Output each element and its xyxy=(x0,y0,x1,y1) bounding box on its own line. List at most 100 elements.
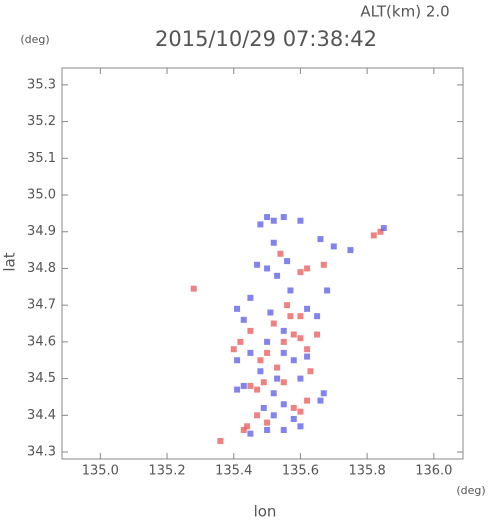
echo-point xyxy=(304,346,311,353)
echo-point xyxy=(230,346,237,353)
echo-point xyxy=(280,338,287,345)
echo-point xyxy=(247,430,254,437)
echo-point xyxy=(297,375,304,382)
echo-point xyxy=(270,320,277,327)
echo-point xyxy=(290,415,297,422)
y-tick-label: 34.6 xyxy=(27,334,56,349)
echo-point xyxy=(234,305,241,312)
echo-point xyxy=(264,349,271,356)
echo-point xyxy=(284,302,291,309)
echo-point xyxy=(264,338,271,345)
y-tick-label: 35.3 xyxy=(27,77,56,92)
echo-point xyxy=(240,316,247,323)
y-tick-label: 35.0 xyxy=(27,188,56,203)
echo-point xyxy=(280,426,287,433)
echo-point xyxy=(290,331,297,338)
echo-point xyxy=(254,386,261,393)
y-tick-label: 34.8 xyxy=(27,261,56,276)
echo-point xyxy=(247,327,254,334)
y-tick-label: 34.3 xyxy=(27,445,56,460)
y-unit: (deg) xyxy=(20,33,49,46)
echo-point xyxy=(247,294,254,301)
y-tick-label: 34.7 xyxy=(27,298,56,313)
echo-point xyxy=(264,214,271,221)
echo-point xyxy=(280,214,287,221)
echo-point xyxy=(320,261,327,268)
echo-point xyxy=(257,221,264,228)
echo-point xyxy=(297,313,304,320)
echo-point xyxy=(287,313,294,320)
echo-point xyxy=(237,338,244,345)
echo-point xyxy=(304,265,311,272)
echo-point xyxy=(314,313,321,320)
x-unit: (deg) xyxy=(456,484,485,497)
echo-point xyxy=(317,397,324,404)
x-tick-label: 135.0 xyxy=(82,464,119,479)
echo-point xyxy=(270,217,277,224)
echo-point xyxy=(297,217,304,224)
echo-point xyxy=(330,243,337,250)
echo-point xyxy=(247,349,254,356)
echo-point xyxy=(280,349,287,356)
echo-point xyxy=(257,357,264,364)
echo-point xyxy=(270,390,277,397)
echo-point xyxy=(280,401,287,408)
echo-point xyxy=(217,438,224,445)
echo-point xyxy=(274,375,281,382)
echo-point xyxy=(270,239,277,246)
echo-point xyxy=(290,404,297,411)
echo-point xyxy=(370,232,377,239)
echo-point xyxy=(274,364,281,371)
echo-point xyxy=(377,228,384,235)
x-tick-label: 135.8 xyxy=(349,464,386,479)
echo-point xyxy=(287,287,294,294)
echo-point xyxy=(304,305,311,312)
echo-point xyxy=(264,419,271,426)
y-tick-label: 35.1 xyxy=(27,151,56,166)
echo-point xyxy=(264,426,271,433)
echo-point xyxy=(234,386,241,393)
y-tick-label: 34.5 xyxy=(27,371,56,386)
echo-point xyxy=(280,327,287,334)
echo-point xyxy=(380,225,387,232)
echo-point xyxy=(297,423,304,430)
echo-point xyxy=(290,357,297,364)
x-axis-label: lon xyxy=(254,503,277,521)
echo-point xyxy=(254,261,261,268)
echo-point xyxy=(324,287,331,294)
echo-point xyxy=(304,397,311,404)
x-tick-label: 136.0 xyxy=(415,464,452,479)
echo-point xyxy=(257,368,264,375)
echo-point xyxy=(280,379,287,386)
echo-point xyxy=(190,285,197,292)
echo-point xyxy=(267,309,274,316)
echo-point xyxy=(270,412,277,419)
x-tick-label: 135.6 xyxy=(282,464,319,479)
echo-point xyxy=(297,269,304,276)
chart-title: 2015/10/29 07:38:42 xyxy=(155,27,377,51)
echo-point xyxy=(317,236,324,243)
echo-point xyxy=(297,335,304,342)
echo-point xyxy=(304,353,311,360)
y-tick-label: 35.2 xyxy=(27,114,56,129)
echo-point xyxy=(247,382,254,389)
echo-point xyxy=(274,272,281,279)
echo-point xyxy=(240,426,247,433)
echo-point xyxy=(277,250,284,257)
echo-point xyxy=(254,412,261,419)
echo-point xyxy=(307,368,314,375)
echo-point xyxy=(260,379,267,386)
y-axis-label: lat xyxy=(1,252,19,271)
echo-point xyxy=(234,357,241,364)
y-tick-label: 34.4 xyxy=(27,408,56,423)
echo-point xyxy=(244,423,251,430)
echo-point xyxy=(347,247,354,254)
altitude-label: ALT(km) 2.0 xyxy=(360,3,449,21)
echo-point xyxy=(240,382,247,389)
echo-point xyxy=(260,404,267,411)
plot-frame xyxy=(61,67,464,460)
echo-point xyxy=(264,265,271,272)
echo-point xyxy=(314,331,321,338)
echo-point xyxy=(297,408,304,415)
